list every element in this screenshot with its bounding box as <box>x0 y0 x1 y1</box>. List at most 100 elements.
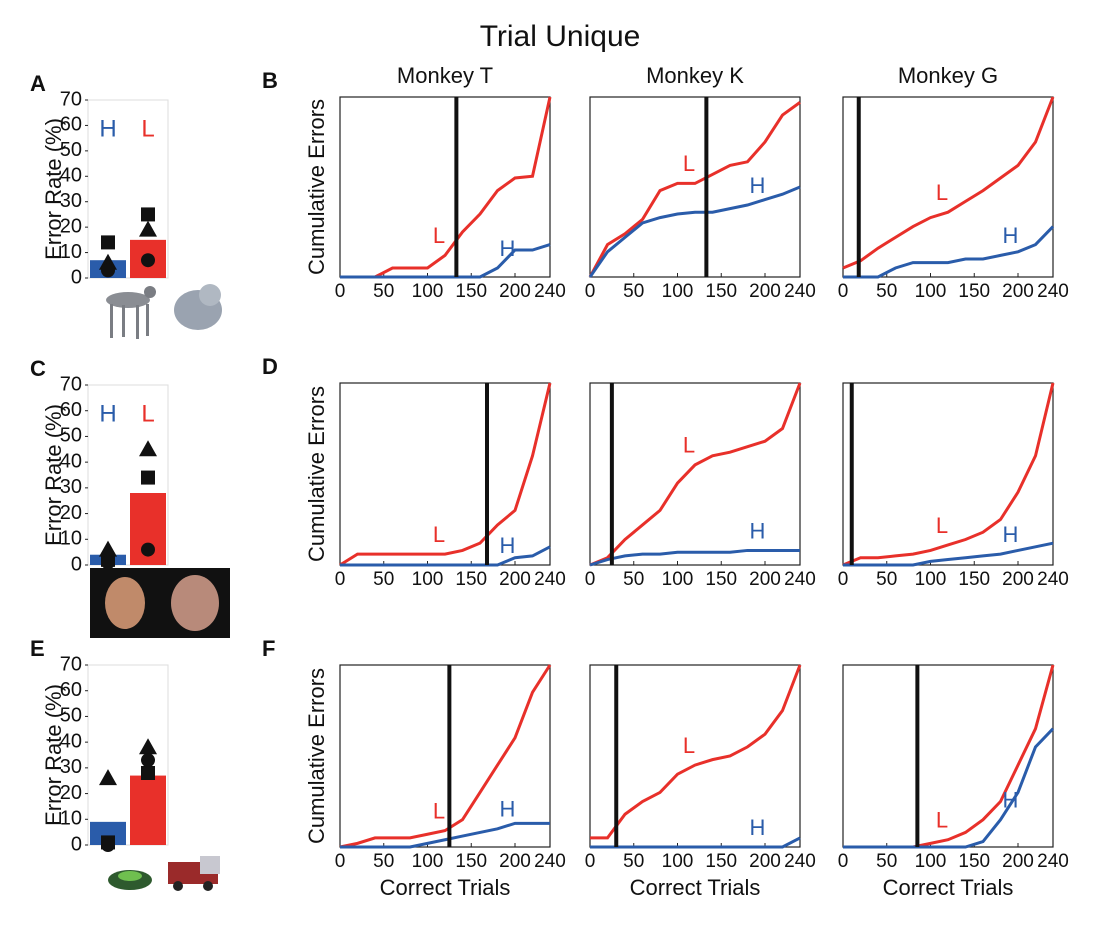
x-tick-label: 50 <box>373 851 394 872</box>
series-label: L <box>433 798 445 823</box>
x-tick-label: 200 <box>499 569 531 590</box>
x-tick-label: 50 <box>623 281 644 302</box>
y-tick-label: 20 <box>60 215 82 237</box>
y-tick-label: 60 <box>60 114 82 136</box>
y-tick-label: 20 <box>60 502 82 524</box>
series-line <box>843 225 1055 279</box>
series-line <box>590 664 802 840</box>
x-tick-label: 100 <box>662 281 694 302</box>
x-tick-label: 200 <box>749 281 781 302</box>
y-tick-label: 10 <box>60 808 82 830</box>
x-tick-label: 0 <box>585 569 596 590</box>
series-line <box>842 382 1055 567</box>
x-tick-label: 0 <box>335 851 346 872</box>
point-circle <box>141 542 155 557</box>
series-label: H <box>500 533 516 558</box>
x-tick-label: 0 <box>335 569 346 590</box>
category-label: L <box>141 400 154 427</box>
x-tick-label: 100 <box>412 851 444 872</box>
bar <box>90 821 126 845</box>
series-line <box>589 382 802 567</box>
x-tick-label: 0 <box>838 569 849 590</box>
y-axis-label: Error Rate (%) <box>41 404 66 546</box>
y-tick-label: 70 <box>60 653 82 675</box>
point-triangle <box>99 769 117 786</box>
panel-letter: F <box>262 636 275 661</box>
x-tick-label: 150 <box>455 851 487 872</box>
plot-frame <box>339 664 551 848</box>
panel-letter: B <box>262 68 278 93</box>
x-tick-label: 200 <box>499 281 531 302</box>
x-axis-label: Correct Trials <box>883 875 1014 900</box>
series-label: H <box>500 797 516 822</box>
point-square <box>101 235 115 250</box>
x-tick-label: 0 <box>838 281 849 302</box>
figure-title: Trial Unique <box>480 20 641 53</box>
x-tick-label: 0 <box>585 281 596 302</box>
cat-image <box>174 284 222 330</box>
x-tick-label: 150 <box>455 569 487 590</box>
y-tick-label: 50 <box>60 705 82 727</box>
series-line <box>339 664 552 849</box>
series-label: H <box>1003 522 1019 547</box>
chart-title: Monkey K <box>646 63 744 88</box>
stimulus-images <box>90 284 230 891</box>
x-tick-label: 200 <box>1002 851 1034 872</box>
y-tick-label: 30 <box>60 756 82 778</box>
x-tick-label: 200 <box>499 851 531 872</box>
bar <box>130 775 166 845</box>
y-tick-label: 10 <box>60 528 82 550</box>
x-tick-label: 200 <box>1002 569 1034 590</box>
point-triangle <box>139 220 157 237</box>
y-tick-label: 30 <box>60 190 82 212</box>
x-tick-label: 100 <box>915 851 947 872</box>
x-tick-label: 150 <box>958 851 990 872</box>
series-line <box>340 545 551 567</box>
x-tick-label: 240 <box>534 851 566 872</box>
x-tick-label: 50 <box>876 569 897 590</box>
series-label: L <box>683 433 695 458</box>
x-tick-label: 100 <box>915 569 947 590</box>
series-line <box>590 836 801 849</box>
y-tick-label: 0 <box>71 833 82 855</box>
car-image <box>108 870 152 890</box>
y-tick-label: 60 <box>60 399 82 421</box>
series-line <box>588 185 801 278</box>
x-tick-label: 240 <box>1037 851 1069 872</box>
series-label: H <box>1003 223 1019 248</box>
chart-title: Monkey G <box>898 63 998 88</box>
series-label: L <box>683 151 695 176</box>
panel-letter: A <box>30 71 46 96</box>
series-line <box>588 101 801 278</box>
y-axis-label: Cumulative Errors <box>304 668 329 844</box>
y-axis-label: Error Rate (%) <box>41 118 66 260</box>
y-tick-label: 0 <box>71 266 82 288</box>
y-tick-label: 40 <box>60 730 82 752</box>
point-triangle <box>139 440 157 457</box>
x-tick-label: 150 <box>705 569 737 590</box>
x-tick-label: 100 <box>412 569 444 590</box>
series-label: H <box>750 518 766 543</box>
x-tick-label: 0 <box>585 851 596 872</box>
x-tick-label: 50 <box>623 851 644 872</box>
point-circle <box>101 555 115 570</box>
x-tick-label: 50 <box>623 569 644 590</box>
series-line <box>843 541 1054 567</box>
plot-frame <box>589 382 801 566</box>
y-tick-label: 30 <box>60 476 82 498</box>
category-label: H <box>99 400 116 427</box>
x-tick-label: 0 <box>838 851 849 872</box>
human-face <box>105 577 145 629</box>
y-tick-label: 40 <box>60 165 82 187</box>
panel-letter: E <box>30 636 45 661</box>
series-line <box>339 382 552 567</box>
series-label: L <box>936 180 948 205</box>
x-axis-label: Correct Trials <box>630 875 761 900</box>
series-line <box>589 548 800 567</box>
series-line <box>843 727 1055 849</box>
point-triangle <box>139 738 157 755</box>
point-square <box>141 207 155 222</box>
point-circle <box>141 753 155 768</box>
x-tick-label: 100 <box>662 569 694 590</box>
